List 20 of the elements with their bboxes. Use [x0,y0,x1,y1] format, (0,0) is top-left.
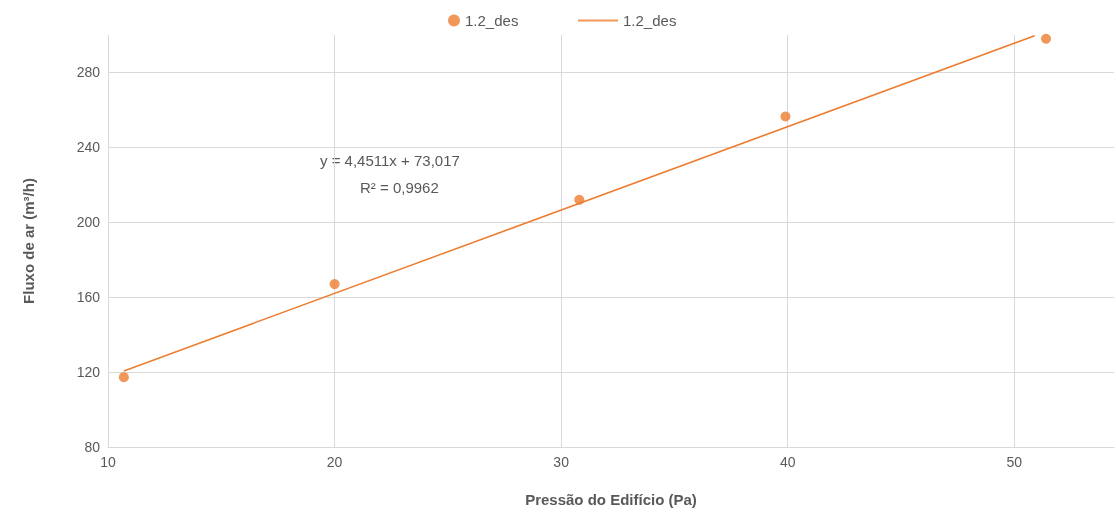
point [329,279,340,290]
y-axis-title: Fluxo de ar (m³/h) [20,178,37,304]
point [780,111,791,122]
x-axis-title: Pressão do Edifício (Pa) [525,491,697,508]
y-tick-label: 120 [76,364,101,381]
y-tick-label: 80 [84,439,101,455]
legend-label: 1.2_des [465,12,519,29]
x-tick-label: 30 [553,454,570,470]
y-tick-label: 200 [76,214,101,231]
x-tick-label: 10 [100,454,116,470]
point [1041,33,1052,44]
legend-label: 1.2_des [623,12,677,29]
x-tick-label: 40 [779,454,796,470]
x-tick-label: 20 [326,454,343,470]
y-tick-label: 280 [76,64,101,81]
y-tick-label: 160 [76,289,101,306]
annotation: R² = 0,9962 [360,179,439,196]
x-tick-label: 50 [1006,454,1023,470]
y-tick-label: 240 [76,139,101,156]
point [118,372,129,383]
